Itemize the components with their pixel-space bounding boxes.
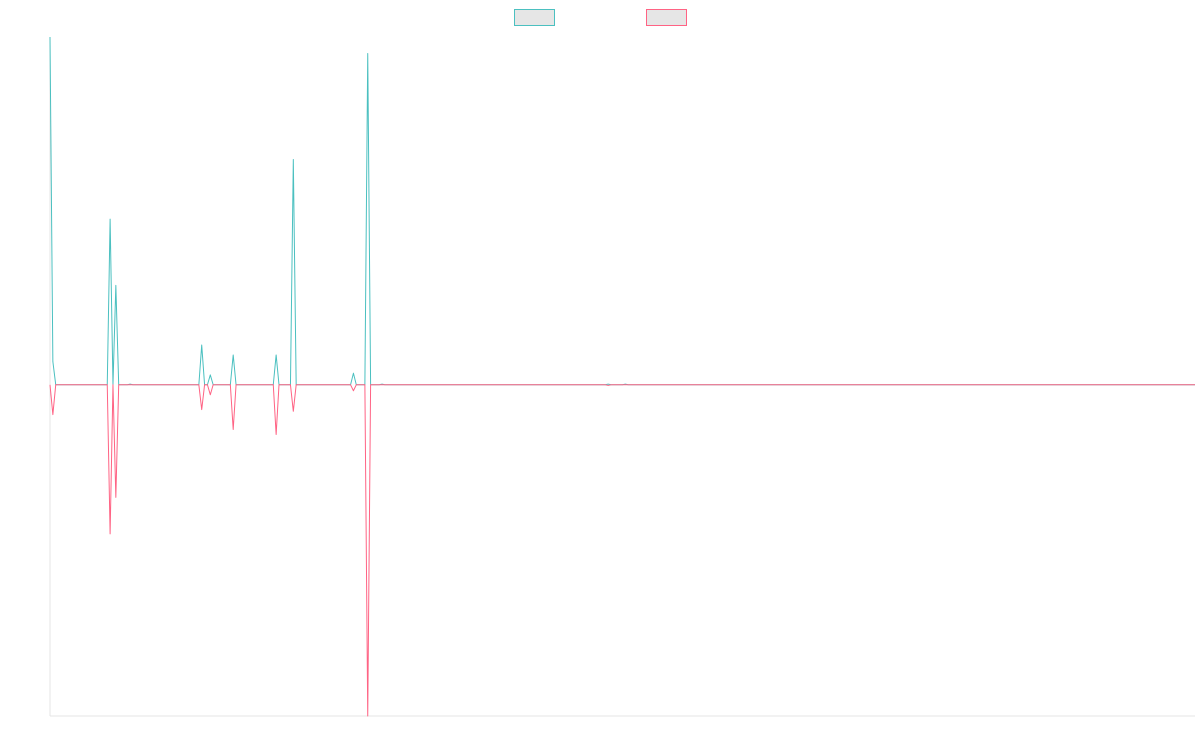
axes bbox=[49, 37, 1195, 717]
series-line-2 bbox=[49, 384, 1195, 717]
series-line-1 bbox=[49, 36, 1195, 386]
series-lines bbox=[49, 36, 1195, 717]
legend-swatch-2[interactable] bbox=[646, 9, 687, 26]
legend-swatch-1[interactable] bbox=[514, 9, 555, 26]
legend bbox=[514, 9, 687, 26]
